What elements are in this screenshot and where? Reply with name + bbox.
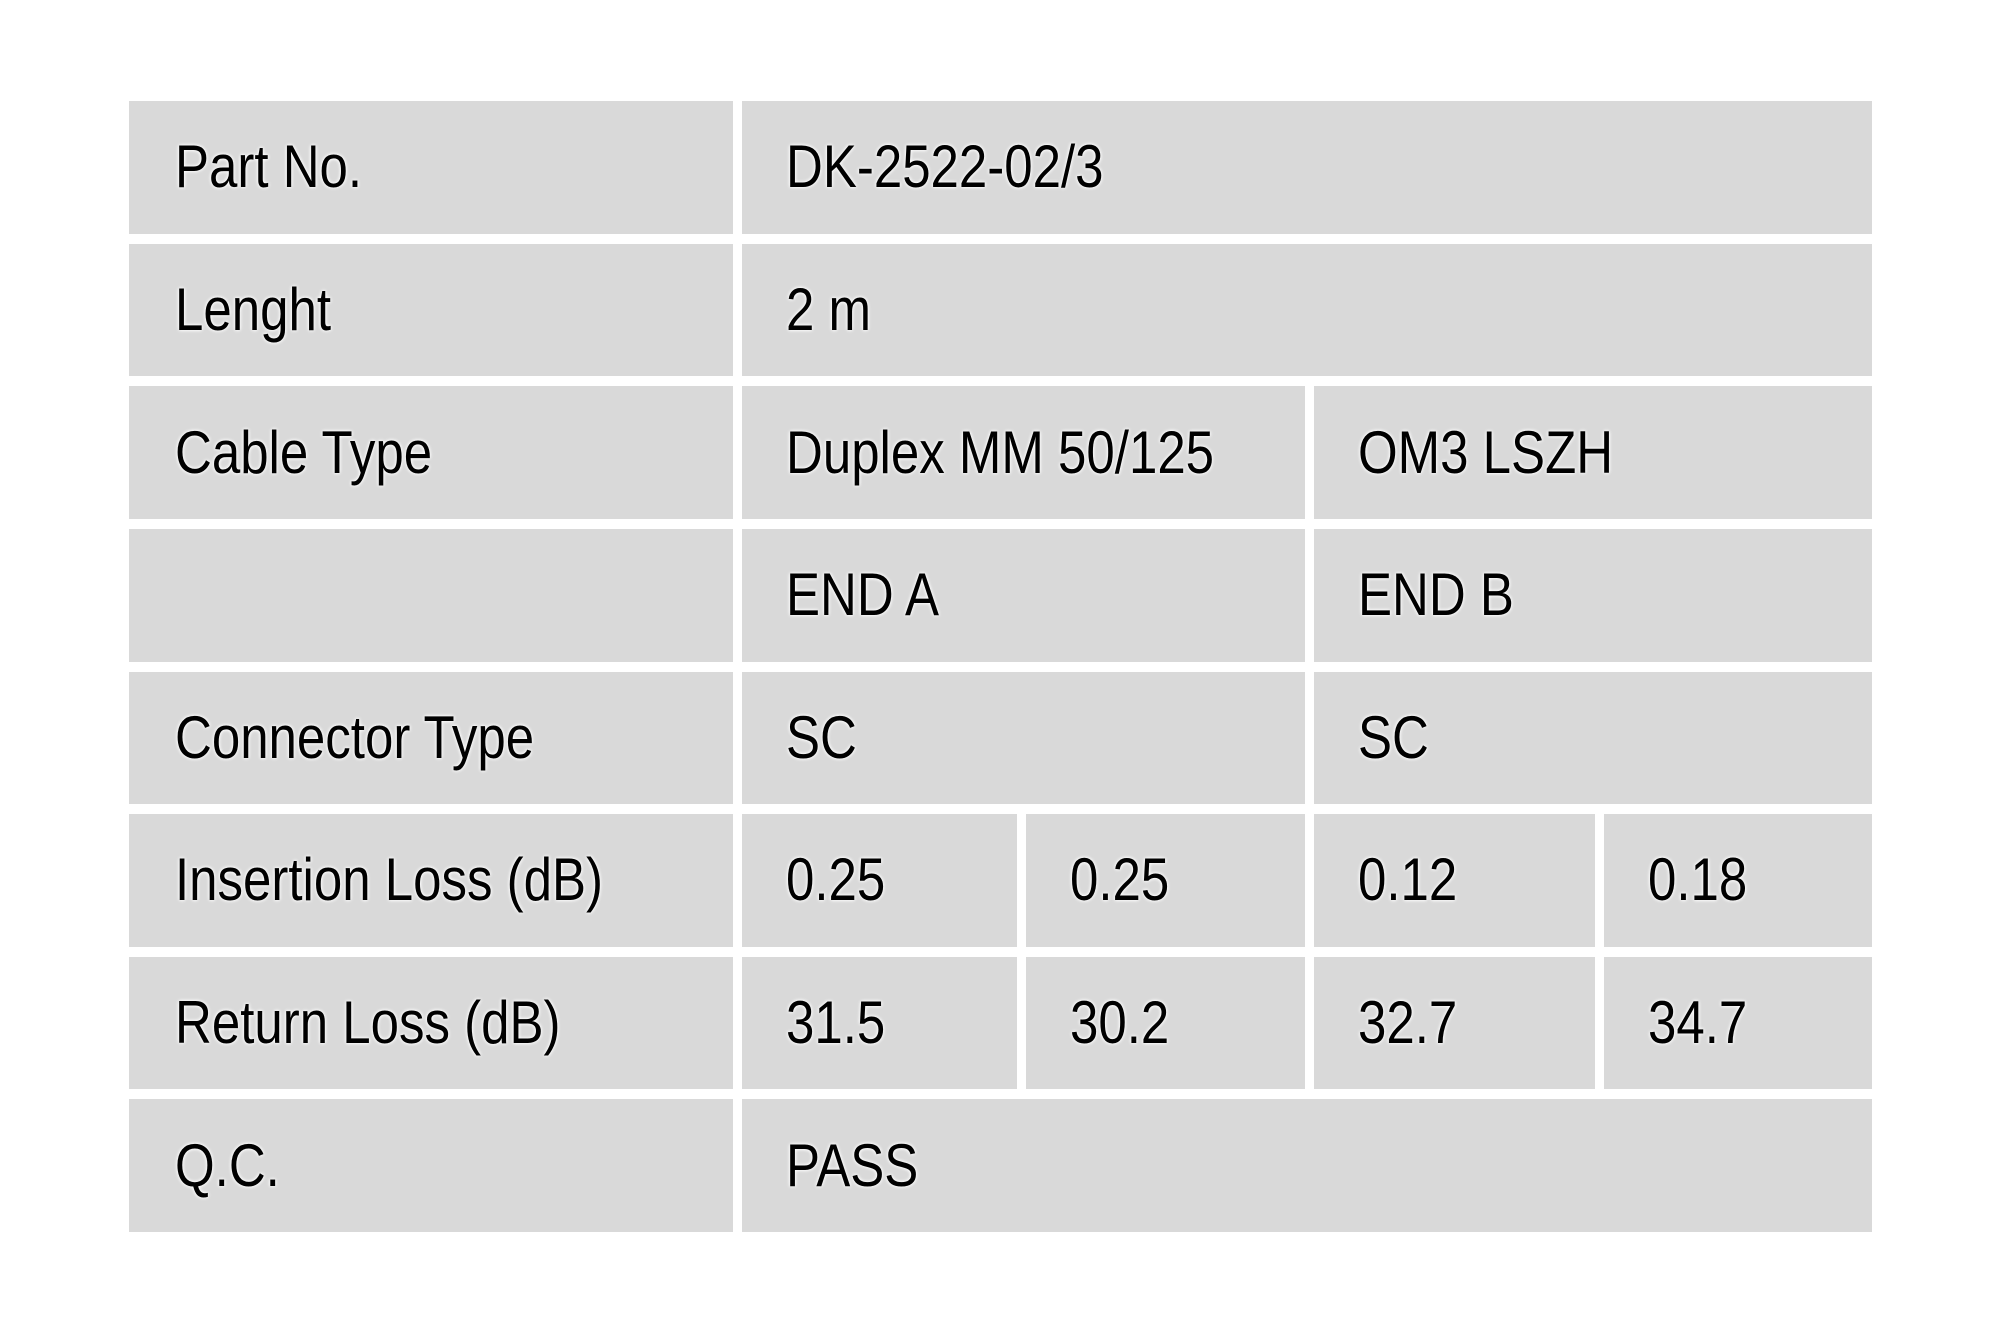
cell-qc-result: PASS (742, 1099, 1872, 1232)
row-label-length: Lenght (129, 243, 733, 377)
row-label-empty (129, 528, 733, 662)
cell-cable-type-b: OM3 LSZH (1314, 386, 1872, 519)
cell-cable-type-a: Duplex MM 50/125 (742, 386, 1305, 519)
cell-return-loss-a1: 31.5 (742, 956, 1017, 1090)
row-label-cable-type: Cable Type (129, 386, 733, 519)
cell-insertion-loss-a2: 0.25 (1026, 814, 1305, 947)
cell-length-value: 2 m (742, 243, 1872, 377)
row-label-insertion-loss: Insertion Loss (dB) (129, 814, 733, 947)
cell-return-loss-b2: 34.7 (1604, 956, 1872, 1090)
row-label-connector-type: Connector Type (129, 671, 733, 805)
row-label-return-loss: Return Loss (dB) (129, 956, 733, 1090)
row-label-qc: Q.C. (129, 1099, 733, 1232)
cell-insertion-loss-b1: 0.12 (1314, 814, 1595, 947)
cell-end-a-header: END A (742, 528, 1305, 662)
cell-part-no-value: DK-2522-02/3 (742, 101, 1872, 234)
cell-return-loss-a2: 30.2 (1026, 956, 1305, 1090)
cell-insertion-loss-b2: 0.18 (1604, 814, 1872, 947)
cell-return-loss-b1: 32.7 (1314, 956, 1595, 1090)
cell-connector-end-b: SC (1314, 671, 1872, 805)
row-label-part-no: Part No. (129, 101, 733, 234)
spec-table: Part No. DK-2522-02/3 Lenght 2 m Cable T… (129, 101, 1872, 1232)
cell-end-b-header: END B (1314, 528, 1872, 662)
cell-insertion-loss-a1: 0.25 (742, 814, 1017, 947)
cell-connector-end-a: SC (742, 671, 1305, 805)
